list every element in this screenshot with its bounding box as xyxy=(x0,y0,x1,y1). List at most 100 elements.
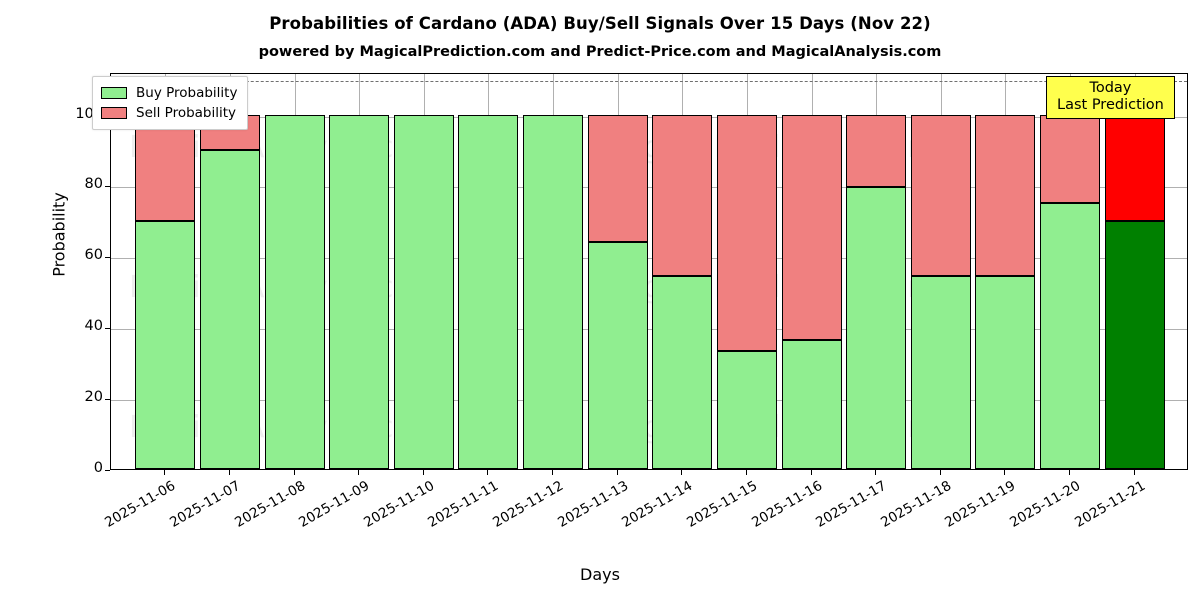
bar-segment-buy[interactable] xyxy=(781,340,842,469)
y-tick-label: 40 xyxy=(84,318,103,335)
bar-segment-buy[interactable] xyxy=(135,220,196,469)
gridline-horizontal xyxy=(111,258,1187,260)
x-tick-mark xyxy=(1069,470,1071,475)
x-tick-label: 2025-11-13 xyxy=(554,477,631,531)
bar-group[interactable] xyxy=(910,74,971,469)
x-tick-mark xyxy=(681,470,683,475)
x-tick-label: 2025-11-12 xyxy=(490,477,567,531)
bar-segment-buy[interactable] xyxy=(329,114,390,469)
bar-group[interactable] xyxy=(393,74,454,469)
bar-group[interactable] xyxy=(458,74,519,469)
x-tick-label: 2025-11-14 xyxy=(619,477,696,531)
bar-group[interactable] xyxy=(587,74,648,469)
bar-segment-sell[interactable] xyxy=(1104,114,1165,221)
gridline-horizontal xyxy=(111,116,1187,118)
x-tick-mark xyxy=(228,470,230,475)
x-tick-label: 2025-11-20 xyxy=(1007,477,1084,531)
legend-item-sell: Sell Probability xyxy=(101,103,237,123)
reference-line xyxy=(111,81,1187,83)
bar-group[interactable] xyxy=(846,74,907,469)
chart-legend: Buy Probability Sell Probability xyxy=(92,76,249,130)
bar-group[interactable] xyxy=(781,74,842,469)
bar-segment-buy[interactable] xyxy=(1040,203,1101,469)
gridline-horizontal xyxy=(111,187,1187,189)
bar-segment-buy[interactable] xyxy=(199,149,260,469)
x-tick-label: 2025-11-07 xyxy=(167,477,244,531)
x-tick-mark xyxy=(487,470,489,475)
x-tick-label: 2025-11-11 xyxy=(425,477,502,531)
x-tick-mark xyxy=(552,470,554,475)
plot-area: MagicalAnalysis.comMagicalPrediction.com… xyxy=(110,73,1188,470)
y-axis-label: Probability xyxy=(49,192,69,277)
x-tick-label: 2025-11-19 xyxy=(942,477,1019,531)
x-tick-label: 2025-11-18 xyxy=(877,477,954,531)
today-annotation-line2: Last Prediction xyxy=(1057,96,1164,113)
bar-group[interactable] xyxy=(1040,74,1101,469)
legend-swatch-buy xyxy=(101,87,127,99)
bar-segment-buy[interactable] xyxy=(846,187,907,469)
y-tick-mark xyxy=(105,257,110,259)
bar-segment-buy[interactable] xyxy=(910,275,971,469)
legend-item-buy: Buy Probability xyxy=(101,83,237,103)
y-tick-mark xyxy=(105,186,110,188)
x-tick-mark xyxy=(358,470,360,475)
x-tick-mark xyxy=(1133,470,1135,475)
bar-group[interactable] xyxy=(523,74,584,469)
x-tick-mark xyxy=(616,470,618,475)
legend-label-buy: Buy Probability xyxy=(136,85,238,101)
today-annotation-line1: Today xyxy=(1089,80,1132,96)
y-axis-ticks: 0 20 40 60 80 100 xyxy=(35,73,103,476)
bar-segment-buy[interactable] xyxy=(587,242,648,469)
x-tick-mark xyxy=(875,470,877,475)
today-annotation: Today Last Prediction xyxy=(1046,76,1175,119)
bar-group[interactable] xyxy=(199,74,260,469)
x-tick-label: 2025-11-09 xyxy=(296,477,373,531)
bar-segment-buy[interactable] xyxy=(652,275,713,469)
bar-segment-sell[interactable] xyxy=(975,114,1036,276)
y-tick-label: 60 xyxy=(84,247,103,264)
bar-segment-sell[interactable] xyxy=(716,114,777,351)
bar-segment-buy[interactable] xyxy=(264,114,325,469)
bar-group[interactable] xyxy=(329,74,390,469)
bar-segment-buy[interactable] xyxy=(458,114,519,469)
bar-segment-buy[interactable] xyxy=(523,114,584,469)
bar-segment-buy[interactable] xyxy=(975,275,1036,469)
bar-group[interactable] xyxy=(135,74,196,469)
x-tick-mark xyxy=(1004,470,1006,475)
bar-group[interactable] xyxy=(652,74,713,469)
bar-group[interactable] xyxy=(716,74,777,469)
x-tick-mark xyxy=(422,470,424,475)
x-tick-mark xyxy=(293,470,295,475)
x-tick-label: 2025-11-15 xyxy=(684,477,761,531)
bar-segment-sell[interactable] xyxy=(652,114,713,276)
chart-title: Probabilities of Cardano (ADA) Buy/Sell … xyxy=(269,14,931,33)
x-tick-label: 2025-11-06 xyxy=(102,477,179,531)
x-tick-label: 2025-11-16 xyxy=(748,477,825,531)
bar-group[interactable] xyxy=(975,74,1036,469)
bar-segment-sell[interactable] xyxy=(781,114,842,341)
chart-subtitle: powered by MagicalPrediction.com and Pre… xyxy=(258,44,942,60)
bar-segment-sell[interactable] xyxy=(846,114,907,188)
x-tick-label: 2025-11-08 xyxy=(231,477,308,531)
bar-group[interactable] xyxy=(1104,74,1165,469)
x-axis-label: Days xyxy=(580,565,620,584)
y-tick-mark xyxy=(105,399,110,401)
legend-swatch-sell xyxy=(101,107,127,119)
bar-group[interactable] xyxy=(264,74,325,469)
bar-segment-sell[interactable] xyxy=(1040,114,1101,204)
legend-label-sell: Sell Probability xyxy=(136,105,237,121)
bar-segment-buy[interactable] xyxy=(393,114,454,469)
x-tick-label: 2025-11-10 xyxy=(360,477,437,531)
x-tick-mark xyxy=(810,470,812,475)
bar-segment-sell[interactable] xyxy=(587,114,648,243)
bar-segment-buy[interactable] xyxy=(716,350,777,469)
bar-segment-sell[interactable] xyxy=(135,114,196,221)
y-tick-mark xyxy=(105,470,110,471)
y-tick-label: 20 xyxy=(84,389,103,406)
bar-segment-sell[interactable] xyxy=(910,114,971,276)
y-tick-mark xyxy=(105,328,110,330)
x-tick-mark xyxy=(745,470,747,475)
gridline-horizontal xyxy=(111,329,1187,331)
bar-segment-buy[interactable] xyxy=(1104,220,1165,469)
